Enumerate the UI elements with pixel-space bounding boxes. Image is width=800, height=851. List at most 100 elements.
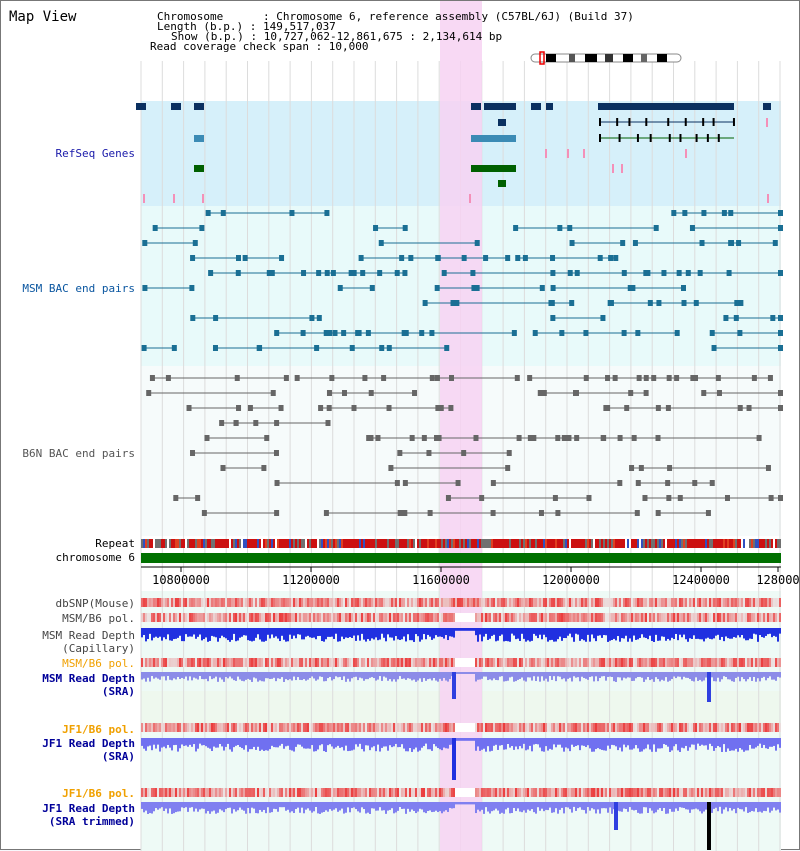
repeat-segment [697,539,699,548]
read-depth-bar [743,628,745,639]
msm-bac-pair-end [337,285,343,291]
polymorphism-cell [677,723,679,732]
read-depth-bar [177,628,179,638]
polymorphism-cell [225,598,227,607]
repeat-segment [611,539,613,548]
read-depth-bar [219,802,221,810]
polymorphism-cell [335,658,337,667]
read-depth-bar [231,802,233,814]
repeat-segment [677,539,679,548]
polymorphism-cell [509,613,511,622]
polymorphism-cell [445,658,447,667]
polymorphism-cell [667,788,669,797]
read-depth-bar [381,802,383,811]
read-depth-bar [599,802,601,814]
polymorphism-cell [229,613,231,622]
read-depth-bar [169,738,171,748]
read-depth-bar [269,802,271,813]
polymorphism-cell [729,788,731,797]
read-depth-bar [313,802,315,812]
read-depth-bar [491,672,493,681]
repeat-segment [367,539,369,548]
polymorphism-cell [517,788,519,797]
polymorphism-cell [501,723,503,732]
polymorphism-cell [525,658,527,667]
polymorphism-cell [753,613,755,622]
read-depth-bar [401,738,403,745]
polymorphism-cell [379,598,381,607]
polymorphism-cell [677,598,679,607]
read-depth-bar [369,672,371,678]
polymorphism-cell [367,723,369,732]
read-depth-bar [225,802,227,810]
read-depth-bar [273,628,275,638]
polymorphism-cell [413,613,415,622]
read-depth-bar [189,802,191,808]
polymorphism-cell [635,598,637,607]
read-depth-bar [465,738,467,741]
read-depth-bar [691,672,693,681]
read-depth-bar [405,738,407,752]
read-depth-bar [633,738,635,749]
polymorphism-cell [189,658,191,667]
polymorphism-cell [173,598,175,607]
msm-bac-pair-end [208,270,214,276]
read-depth-bar [333,738,335,749]
repeat-segment [533,539,535,548]
read-depth-bar [775,628,777,637]
polymorphism-cell [451,598,453,607]
read-depth-bar [143,672,145,679]
read-depth-bar [303,628,305,640]
polymorphism-cell [197,598,199,607]
polymorphism-cell [251,613,253,622]
repeat-segment [369,539,371,548]
msm-bac-pair-end [444,345,450,351]
polymorphism-cell [739,723,741,732]
polymorphism-cell [303,613,305,622]
b6n-bac-pair-end [655,510,661,516]
read-depth-bar [309,672,311,679]
read-depth-bar [779,738,781,748]
chromosome-info: Chromosome : Chromosome 6, reference ass… [157,10,634,23]
refseq-gene [471,165,516,172]
polymorphism-cell [315,613,317,622]
gene-exon [616,118,619,126]
read-depth-bar [165,628,167,640]
read-depth-bar [379,628,381,640]
polymorphism-cell [455,723,457,732]
polymorphism-cell [427,658,429,667]
refseq-gene [598,103,734,110]
repeat-segment [167,539,169,548]
read-depth-bar [157,628,159,638]
polymorphism-cell [779,658,781,667]
read-depth-bar [701,672,703,682]
read-depth-bar [337,802,339,812]
msm-b6-pol-2-label: MSM/B6 pol. [62,657,135,670]
polymorphism-cell [577,658,579,667]
b6n-bac-pair-end [709,480,715,486]
polymorphism-cell [603,723,605,732]
polymorphism-cell [147,788,149,797]
b6n-bac-pair-end [643,390,649,396]
read-depth-bar [719,738,721,748]
polymorphism-cell [261,723,263,732]
polymorphism-cell [383,613,385,622]
polymorphism-cell [363,598,365,607]
polymorphism-cell [315,723,317,732]
polymorphism-cell [227,723,229,732]
polymorphism-cell [163,658,165,667]
polymorphism-cell [595,598,597,607]
polymorphism-cell [669,788,671,797]
polymorphism-cell [469,788,471,797]
polymorphism-cell [723,788,725,797]
read-depth-bar [719,628,721,640]
read-depth-bar [325,628,327,640]
polymorphism-cell [463,598,465,607]
polymorphism-cell [205,723,207,732]
read-depth-bar [301,628,303,640]
polymorphism-cell [255,723,257,732]
msm-bac-pair-end [373,225,379,231]
polymorphism-cell [159,613,161,622]
repeat-segment [267,539,269,548]
